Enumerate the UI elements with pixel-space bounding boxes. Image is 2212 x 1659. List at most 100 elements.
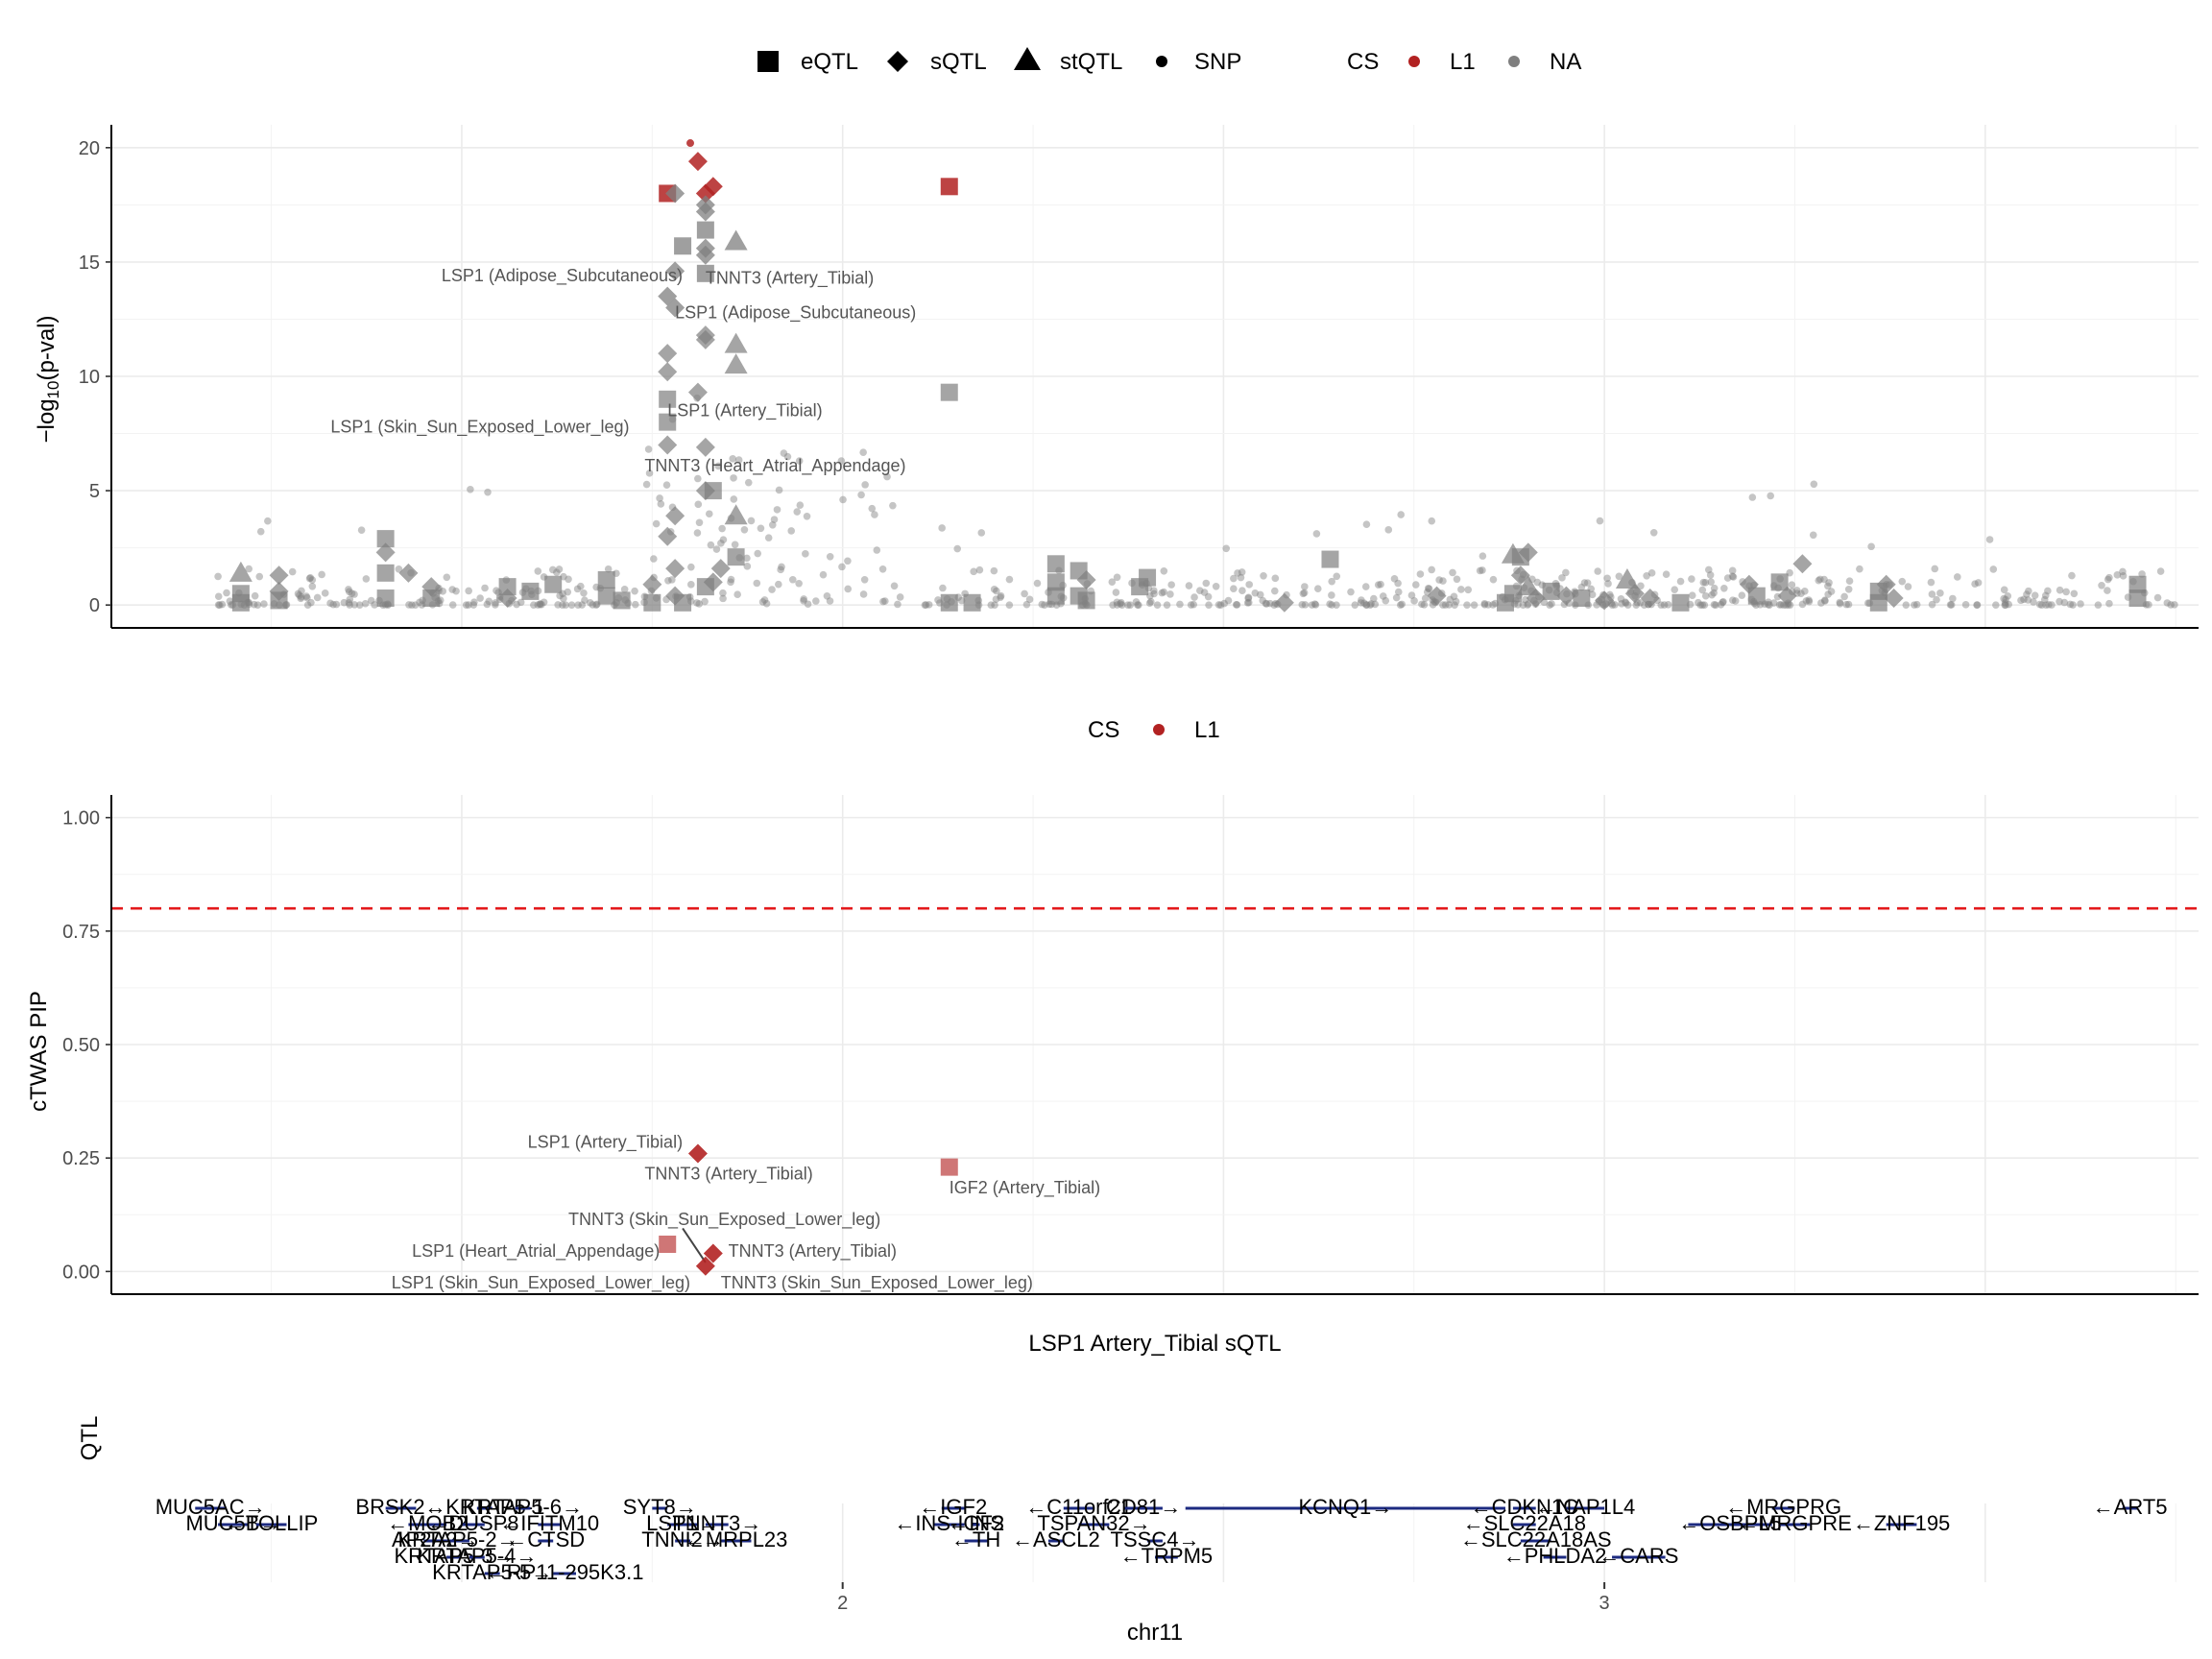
snp-point [1160, 588, 1167, 596]
snp-point [462, 601, 470, 609]
snp-point [1333, 601, 1340, 609]
qtl-square-point [270, 591, 288, 610]
legend-cs-key [1408, 56, 1420, 67]
snp-point [250, 600, 258, 609]
snp-point [890, 582, 899, 590]
snp-point [2030, 598, 2037, 606]
snp-point [1973, 601, 1981, 609]
qtl-points [228, 139, 2147, 613]
snp-point [1423, 588, 1431, 596]
snp-point [826, 597, 834, 605]
snp-point [1622, 598, 1629, 606]
snp-point [1362, 520, 1371, 529]
snp-point [1244, 593, 1253, 602]
qtl-annotations: LSP1 (Adipose_Subcutaneous) TNNT3 (Artery… [330, 266, 916, 476]
qtl-square-point [231, 593, 250, 612]
snp-point [1262, 599, 1270, 608]
snp-point [668, 576, 676, 584]
legend-cs-title: CS [1347, 49, 1379, 75]
qtl-square-point [597, 587, 615, 605]
snp-point [921, 601, 929, 609]
snp-point [1533, 578, 1542, 587]
snp-point [346, 601, 353, 609]
gene-label: KRTAP5-3→ [394, 1544, 514, 1568]
snp-point [1262, 600, 1271, 608]
snp-point [775, 486, 783, 494]
qtl-square-point [727, 548, 745, 566]
snp-point [1696, 601, 1705, 609]
x-axis-title: chr11 [1127, 1620, 1183, 1646]
ctwas-square-point [659, 1236, 677, 1253]
ctwas-points [659, 1143, 958, 1276]
snp-point [2001, 599, 2009, 607]
snp-point [760, 596, 769, 604]
snp-point [2098, 582, 2105, 589]
ctwas-diamond-point [687, 1143, 708, 1164]
snp-point [1333, 572, 1341, 581]
snp-point [1788, 581, 1796, 589]
snp-point [1451, 601, 1458, 609]
snp-point [1637, 582, 1645, 590]
snp-point [758, 598, 767, 606]
snp-point [1623, 601, 1632, 609]
snp-point [1992, 601, 2000, 609]
gene-label: TSSC4→ [1111, 1527, 1200, 1551]
snp-point [1366, 601, 1374, 609]
snp-point [245, 565, 253, 573]
snp-point [1033, 579, 1042, 588]
snp-point [1712, 601, 1719, 609]
snp-point [632, 600, 639, 609]
qtl-square-point [674, 237, 692, 255]
snp-point [1298, 601, 1307, 609]
snp-point [780, 449, 788, 457]
snp-point [957, 596, 966, 605]
snp-point [1244, 598, 1253, 607]
ctwas-point-label: LSP1 (Artery_Tibial) [528, 1133, 683, 1153]
snp-point [1824, 582, 1832, 590]
snp-point [1707, 578, 1716, 586]
qtl-diamond-point [269, 565, 289, 586]
snp-point [1126, 601, 1135, 609]
snp-point [1805, 597, 1814, 606]
snp-point [214, 592, 223, 601]
snp-point [1150, 587, 1158, 595]
qtl-square-point [376, 589, 395, 608]
gene-label: ←ASCL2 [1012, 1527, 1100, 1551]
qtl-circle-point [686, 139, 695, 148]
snp-point [823, 592, 831, 600]
snp-point [645, 469, 654, 477]
snp-point [953, 544, 962, 553]
snp-point [367, 596, 375, 605]
ctwas-diamond-point [703, 1243, 723, 1263]
snp-point [1187, 601, 1195, 609]
snp-point [812, 597, 820, 605]
qtl-square-point [498, 578, 517, 596]
gene-label: ←SLC22A18AS [1460, 1527, 1612, 1551]
snp-point [345, 588, 353, 596]
snp-point [1973, 601, 1982, 609]
qtl-diamond-point [665, 506, 685, 526]
snp-point [256, 527, 265, 536]
gene-label: ←OSBPL5 [1678, 1511, 1782, 1535]
snp-point [1470, 601, 1479, 609]
snp-point [1347, 588, 1355, 596]
snp-point [1596, 517, 1604, 525]
qtl-square-point [940, 383, 958, 401]
snp-point [859, 590, 868, 598]
ctwas-axes: 0.00 0.25 0.50 0.75 1.00 [62, 795, 2199, 1295]
snp-point [1204, 592, 1213, 601]
qtl-square-point [1770, 573, 1789, 591]
snp-point [1326, 600, 1334, 608]
snp-point [1328, 601, 1335, 609]
snp-point [2025, 587, 2032, 595]
gene-label: MUC5AC→ [156, 1495, 266, 1519]
qtl-diamond-point [497, 589, 517, 609]
snp-point [733, 590, 741, 599]
snp-point [1704, 565, 1713, 574]
snp-point [1234, 569, 1241, 577]
snp-point [1266, 599, 1274, 608]
qtl-diamond-point [695, 245, 715, 265]
snp-point [1390, 575, 1399, 583]
snp-point [1449, 568, 1456, 577]
ctwas-point-label: TNNT3 (Skin_Sun_Exposed_Lower_leg) [568, 1210, 880, 1230]
